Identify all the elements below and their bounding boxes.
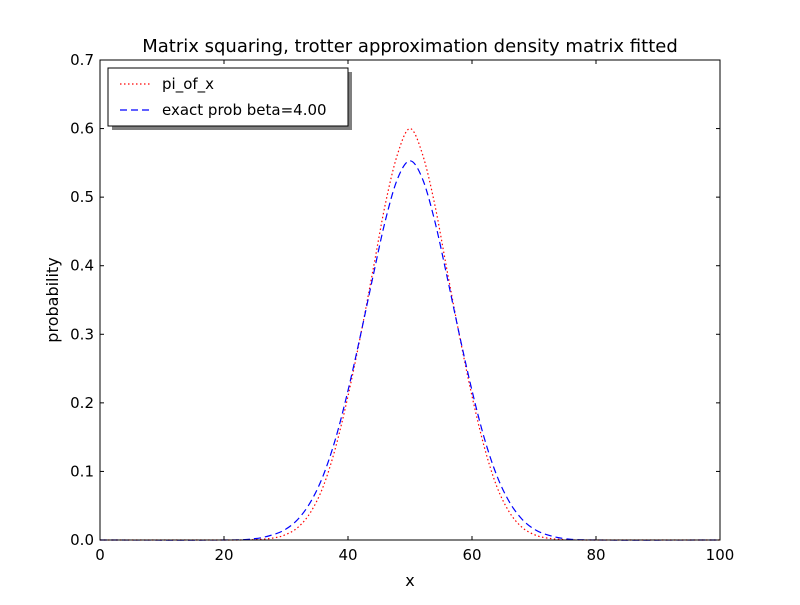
x-tick-label: 0 xyxy=(95,546,105,564)
legend: pi_of_x exact prob beta=4.00 xyxy=(107,67,352,130)
y-tick-label: 0.7 xyxy=(70,51,94,69)
x-tick-label: 20 xyxy=(214,546,233,564)
x-tick-label: 40 xyxy=(338,546,357,564)
plot-frame xyxy=(99,59,721,541)
series-line-exact-prob xyxy=(99,160,721,541)
y-tick-label: 0.3 xyxy=(70,325,94,343)
y-tick-label: 0.6 xyxy=(70,120,94,138)
chart-title: Matrix squaring, trotter approximation d… xyxy=(142,36,678,57)
series-line-pi-of-x xyxy=(99,127,721,541)
y-tick-label: 0.2 xyxy=(70,394,94,412)
x-axis-label: x xyxy=(405,571,414,590)
y-tick-label: 0.1 xyxy=(70,462,94,480)
y-tick-label: 0.5 xyxy=(70,188,94,206)
x-tick-label: 80 xyxy=(586,546,605,564)
y-tick-label: 0.0 xyxy=(70,531,94,549)
legend-label-pi-of-x: pi_of_x xyxy=(162,75,214,94)
x-tick-label: 60 xyxy=(462,546,481,564)
series-layer xyxy=(99,127,721,541)
legend-label-exact-prob: exact prob beta=4.00 xyxy=(162,101,327,119)
y-axis-label: probability xyxy=(43,257,62,342)
y-tick-label: 0.4 xyxy=(70,257,94,275)
x-tick-label: 100 xyxy=(706,546,735,564)
legend-box xyxy=(107,67,349,127)
axis-ticks: 0 20 40 60 80 100 0.0 0.1 0.2 0.3 0.4 0.5 0.6 0.7 xyxy=(70,51,734,564)
